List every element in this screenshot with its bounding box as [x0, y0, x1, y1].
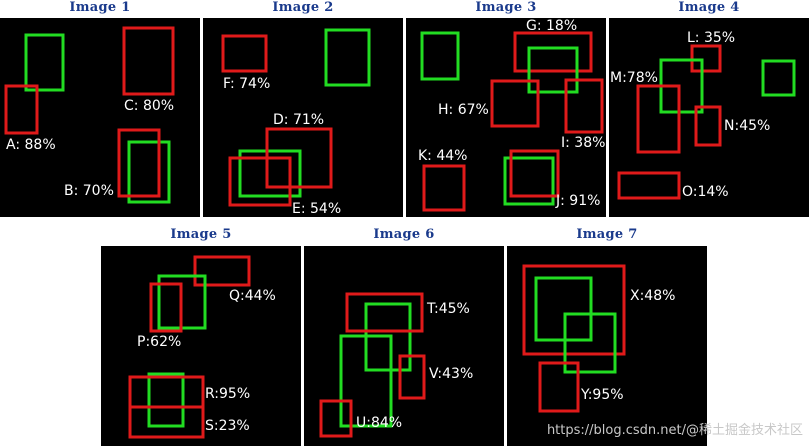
gt-box	[324, 28, 371, 87]
pred-box-X	[522, 264, 626, 356]
image-panel-4: L: 35% M:78% N:45% O:14%	[609, 18, 809, 217]
label-H: H: 67%	[438, 102, 489, 118]
pred-box-A	[4, 84, 39, 135]
pred-box-Y	[538, 361, 580, 413]
label-E: E: 54%	[292, 201, 341, 217]
label-B: B: 70%	[64, 183, 114, 199]
pred-box-E	[228, 156, 292, 207]
pred-box-K	[422, 164, 466, 212]
pred-box-N	[694, 105, 722, 147]
detection-canvas-5: Q:44% P:62% R:95% S:23%	[128, 255, 276, 439]
label-G: G: 18%	[526, 18, 577, 34]
gt-box	[147, 372, 185, 428]
image-panel-3: G: 18% H: 67% I: 38% K: 44% J: 91%	[406, 18, 606, 217]
label-F: F: 74%	[223, 76, 270, 92]
label-A: A: 88%	[6, 137, 56, 153]
detection-canvas-7: X:48% Y:95%	[522, 264, 675, 413]
label-P: P:62%	[137, 334, 181, 350]
detection-canvas-3: G: 18% H: 67% I: 38% K: 44% J: 91%	[418, 18, 605, 212]
pred-box-R	[128, 375, 205, 409]
pred-box-P	[149, 282, 183, 333]
gt-box	[339, 334, 393, 428]
pred-box-S	[128, 405, 205, 439]
pred-box-U	[319, 399, 353, 438]
label-I: I: 38%	[561, 135, 605, 151]
gt-box	[24, 33, 65, 92]
pred-box-T	[345, 292, 424, 333]
panel-title-7: Image 7	[576, 227, 638, 242]
detection-canvas-4: L: 35% M:78% N:45% O:14%	[610, 30, 796, 200]
gt-box	[127, 140, 171, 204]
panel-title-2: Image 2	[272, 0, 334, 15]
pred-box-B	[117, 128, 161, 198]
label-U: U:84%	[356, 415, 402, 431]
label-D: D: 71%	[273, 112, 324, 128]
image-panel-5: Q:44% P:62% R:95% S:23%	[101, 246, 301, 446]
panel-title-6: Image 6	[373, 227, 435, 242]
label-S: S:23%	[205, 418, 250, 434]
label-N: N:45%	[724, 118, 770, 134]
label-Y: Y:95%	[580, 387, 624, 403]
image-panel-6: T:45% V:43% U:84%	[304, 246, 504, 446]
panel-title-5: Image 5	[170, 227, 232, 242]
image-panel-1: A: 88% B: 70% C: 80%	[0, 18, 200, 217]
label-J: J: 91%	[555, 193, 600, 209]
pred-box-I	[564, 78, 604, 134]
detection-canvas-1: A: 88% B: 70% C: 80%	[4, 26, 175, 204]
pred-box-O	[617, 171, 681, 200]
image-panel-7: X:48% Y:95%	[507, 246, 707, 446]
gt-box	[761, 59, 796, 97]
label-M: M:78%	[610, 70, 658, 86]
pred-box-J	[509, 149, 560, 198]
label-L: L: 35%	[687, 30, 735, 46]
detection-canvas-6: T:45% V:43% U:84%	[319, 292, 473, 438]
panel-title-4: Image 4	[678, 0, 740, 15]
label-Q: Q:44%	[229, 288, 276, 304]
gt-box	[238, 149, 302, 198]
watermark: https://blog.csdn.net/@稀土掘金技术社区	[546, 423, 803, 438]
gt-box	[563, 312, 617, 374]
image-panel-2: F: 74% D: 71% E: 54%	[203, 18, 403, 217]
gt-box	[420, 31, 460, 81]
pred-box-M	[636, 84, 681, 154]
pred-box-C	[122, 26, 175, 96]
label-K: K: 44%	[418, 148, 467, 164]
pred-box-Q	[193, 255, 251, 287]
pred-box-V	[398, 354, 426, 400]
panel-title-1: Image 1	[69, 0, 131, 15]
label-R: R:95%	[205, 386, 250, 402]
detection-canvas-2: F: 74% D: 71% E: 54%	[221, 28, 371, 217]
label-T: T:45%	[426, 301, 470, 317]
pred-box-F	[221, 34, 268, 73]
pred-box-H	[490, 79, 540, 128]
panel-title-3: Image 3	[475, 0, 537, 15]
gt-box	[527, 46, 579, 94]
gt-box	[503, 156, 555, 206]
label-O: O:14%	[682, 184, 729, 200]
label-C: C: 80%	[124, 98, 174, 114]
pred-box-G	[513, 31, 593, 73]
label-X: X:48%	[630, 288, 675, 304]
label-V: V:43%	[429, 366, 473, 382]
